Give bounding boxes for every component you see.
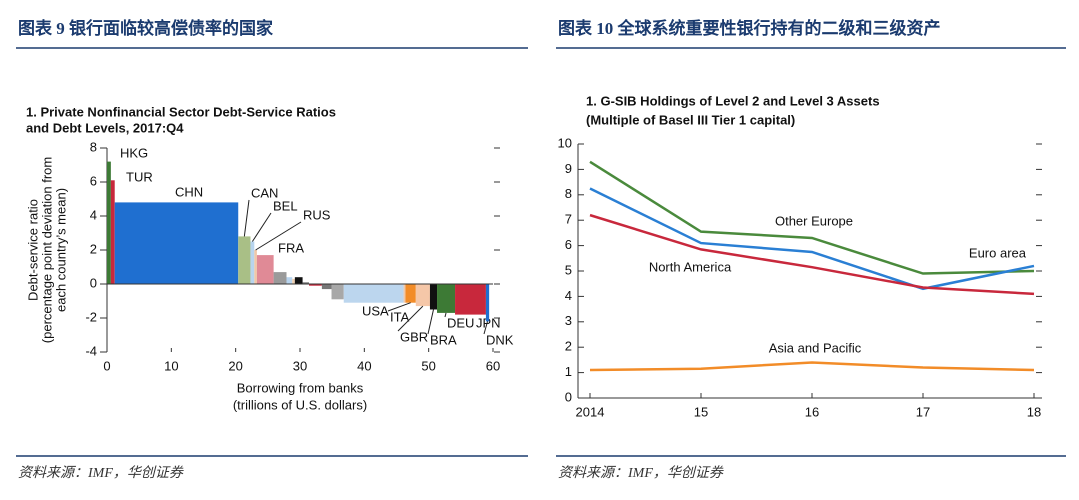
bar xyxy=(256,255,274,284)
series-line xyxy=(589,160,1035,275)
bar xyxy=(286,277,293,284)
bar xyxy=(238,236,251,284)
bar xyxy=(273,272,287,284)
y-tick-label: 0 xyxy=(565,389,572,404)
y-axis-label: each country’s mean) xyxy=(53,188,68,312)
bar-label: BRA xyxy=(430,332,457,347)
bar xyxy=(415,284,430,307)
x-tick-label: 50 xyxy=(421,358,435,373)
bar-label: FRA xyxy=(278,240,304,255)
series-label: Other Europe xyxy=(775,213,853,228)
y-tick-label: 8 xyxy=(90,139,97,154)
bar-label: TUR xyxy=(126,169,153,184)
y-tick-label: 7 xyxy=(565,212,572,227)
series-label: North America xyxy=(649,259,732,274)
bar-label: JPN xyxy=(476,315,501,330)
leader-line xyxy=(444,312,447,318)
chart-title: (Multiple of Basel III Tier 1 capital) xyxy=(586,112,795,127)
bar-label: CHN xyxy=(175,184,203,199)
bar-label: GBR xyxy=(400,329,428,344)
bar xyxy=(455,284,486,315)
x-axis-label: Borrowing from banks xyxy=(237,380,364,395)
bar-label: USA xyxy=(362,303,389,318)
bar xyxy=(343,284,404,303)
bar xyxy=(321,284,332,290)
bar xyxy=(254,250,257,284)
bar-label: CAN xyxy=(251,185,278,200)
bar xyxy=(437,284,456,313)
bar xyxy=(429,284,438,310)
x-tick-label: 2014 xyxy=(576,404,605,419)
y-tick-label: 6 xyxy=(565,237,572,252)
bar-label: BEL xyxy=(273,198,298,213)
y-tick-label: 3 xyxy=(565,313,572,328)
y-tick-label: 9 xyxy=(565,161,572,176)
bar xyxy=(485,284,490,322)
chart-title: 1. G-SIB Holdings of Level 2 and Level 3… xyxy=(586,93,880,108)
y-tick-label: 4 xyxy=(90,207,97,222)
bar xyxy=(405,284,416,303)
x-tick-label: 10 xyxy=(164,358,178,373)
x-tick-label: 40 xyxy=(357,358,371,373)
x-tick-label: 20 xyxy=(228,358,242,373)
bar xyxy=(114,202,239,284)
y-tick-label: 1 xyxy=(565,364,572,379)
x-tick-label: 60 xyxy=(486,358,500,373)
series-line xyxy=(589,187,1035,291)
source: 资料来源：IMF，华创证券 xyxy=(558,465,724,481)
x-tick-label: 16 xyxy=(805,404,819,419)
bar-label: RUS xyxy=(303,207,331,222)
leader-line xyxy=(243,199,250,237)
bar xyxy=(250,241,255,284)
header: 图表 10 全球系统重要性银行持有的二级和三级资产 xyxy=(558,18,941,38)
leader-line xyxy=(427,309,434,335)
series-label: Euro area xyxy=(969,245,1027,260)
bar-label: ITA xyxy=(390,309,410,324)
leader-line xyxy=(251,212,272,242)
y-tick-label: 4 xyxy=(565,288,572,303)
bar-label: DEU xyxy=(447,315,474,330)
bar xyxy=(309,284,322,286)
series-line xyxy=(589,361,1035,372)
bar-label: DNK xyxy=(486,332,514,347)
source: 资料来源：IMF，华创证券 xyxy=(18,465,184,481)
bar xyxy=(292,278,295,284)
x-tick-label: 18 xyxy=(1027,404,1041,419)
y-tick-label: -4 xyxy=(85,343,97,358)
bar xyxy=(403,284,406,303)
x-tick-label: 0 xyxy=(103,358,110,373)
x-axis-label: (trillions of U.S. dollars) xyxy=(233,397,367,412)
y-tick-label: 0 xyxy=(90,275,97,290)
x-tick-label: 15 xyxy=(694,404,708,419)
y-axis-label: Debt-service ratio xyxy=(25,199,40,301)
bar xyxy=(107,161,111,284)
leader-line xyxy=(483,321,489,335)
y-tick-label: 2 xyxy=(565,339,572,354)
bar xyxy=(294,277,303,284)
x-tick-label: 17 xyxy=(916,404,930,419)
leader-line xyxy=(397,305,424,332)
chart-title: and Debt Levels, 2017:Q4 xyxy=(26,120,184,135)
header: 图表 9 银行面临较高偿债率的国家 xyxy=(18,18,273,38)
x-tick-label: 30 xyxy=(293,358,307,373)
bar xyxy=(331,284,344,300)
bar-label: HKG xyxy=(120,145,148,160)
y-tick-label: -2 xyxy=(85,309,97,324)
series-label: Asia and Pacific xyxy=(769,340,862,355)
y-tick-label: 2 xyxy=(90,241,97,256)
leader-line xyxy=(387,302,411,312)
y-tick-label: 8 xyxy=(565,186,572,201)
leader-line xyxy=(255,221,302,251)
chart-title: 1. Private Nonfinancial Sector Debt-Serv… xyxy=(26,104,336,119)
y-tick-label: 5 xyxy=(565,262,572,277)
y-axis-label: (percentage point deviation from xyxy=(39,157,54,343)
series-line xyxy=(589,213,1035,296)
bar xyxy=(302,282,310,284)
bar xyxy=(110,180,115,284)
y-tick-label: 6 xyxy=(90,173,97,188)
y-tick-label: 10 xyxy=(558,135,572,150)
